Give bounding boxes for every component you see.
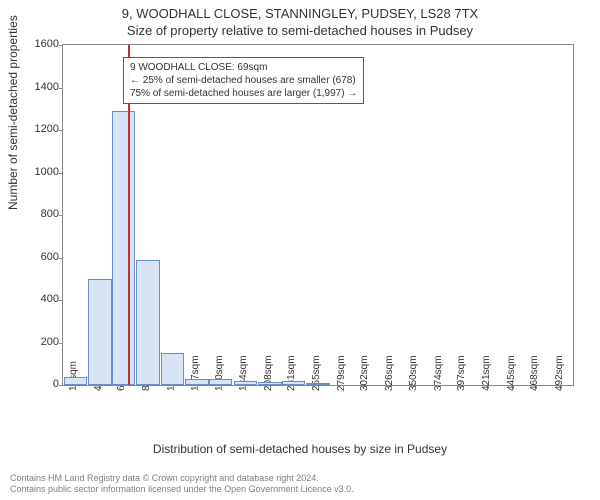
y-tick-mark bbox=[59, 173, 63, 174]
y-tick-label: 200 bbox=[25, 336, 59, 348]
y-tick-label: 1600 bbox=[25, 38, 59, 50]
y-tick-label: 1000 bbox=[25, 166, 59, 178]
footer-attribution: Contains HM Land Registry data © Crown c… bbox=[10, 473, 590, 496]
x-tick-label: 326sqm bbox=[384, 355, 395, 391]
x-tick-mark bbox=[75, 385, 76, 389]
histogram-bar bbox=[282, 381, 306, 385]
x-tick-label: 255sqm bbox=[311, 355, 322, 391]
x-tick-label: 137sqm bbox=[190, 355, 201, 391]
x-tick-mark bbox=[197, 385, 198, 389]
x-tick-label: 184sqm bbox=[238, 355, 249, 391]
x-tick-mark bbox=[173, 385, 174, 389]
y-tick-mark bbox=[59, 88, 63, 89]
x-tick-mark bbox=[318, 385, 319, 389]
chart-title: 9, WOODHALL CLOSE, STANNINGLEY, PUDSEY, … bbox=[0, 0, 600, 21]
histogram-bar bbox=[209, 379, 233, 385]
x-tick-mark bbox=[293, 385, 294, 389]
histogram-bar bbox=[258, 382, 282, 385]
x-axis-label: Distribution of semi-detached houses by … bbox=[0, 442, 600, 456]
x-tick-label: 350sqm bbox=[408, 355, 419, 391]
chart-subtitle: Size of property relative to semi-detach… bbox=[0, 21, 600, 38]
x-tick-label: 208sqm bbox=[263, 355, 274, 391]
x-tick-mark bbox=[148, 385, 149, 389]
x-tick-mark bbox=[221, 385, 222, 389]
x-tick-label: 397sqm bbox=[456, 355, 467, 391]
histogram-bar bbox=[185, 379, 209, 385]
x-tick-label: 421sqm bbox=[481, 355, 492, 391]
x-tick-label: 160sqm bbox=[214, 355, 225, 391]
x-tick-mark bbox=[488, 385, 489, 389]
x-tick-label: 445sqm bbox=[506, 355, 517, 391]
x-tick-mark bbox=[513, 385, 514, 389]
annotation-line: 75% of semi-detached houses are larger (… bbox=[130, 87, 357, 100]
x-tick-mark bbox=[366, 385, 367, 389]
histogram-bar bbox=[64, 377, 88, 386]
y-tick-mark bbox=[59, 300, 63, 301]
annotation-line: 9 WOODHALL CLOSE: 69sqm bbox=[130, 61, 357, 74]
footer-line-1: Contains HM Land Registry data © Crown c… bbox=[10, 473, 590, 485]
x-tick-label: 374sqm bbox=[433, 355, 444, 391]
x-tick-mark bbox=[463, 385, 464, 389]
y-tick-mark bbox=[59, 45, 63, 46]
x-tick-label: 231sqm bbox=[286, 355, 297, 391]
x-tick-mark bbox=[270, 385, 271, 389]
y-tick-label: 1200 bbox=[25, 123, 59, 135]
x-tick-label: 302sqm bbox=[359, 355, 370, 391]
y-tick-mark bbox=[59, 343, 63, 344]
x-tick-mark bbox=[415, 385, 416, 389]
annotation-box: 9 WOODHALL CLOSE: 69sqm← 25% of semi-det… bbox=[123, 57, 364, 104]
x-tick-label: 279sqm bbox=[336, 355, 347, 391]
y-tick-mark bbox=[59, 215, 63, 216]
x-tick-label: 492sqm bbox=[554, 355, 565, 391]
y-tick-label: 600 bbox=[25, 251, 59, 263]
x-tick-mark bbox=[440, 385, 441, 389]
histogram-bar bbox=[136, 260, 160, 385]
y-axis-label: Number of semi-detached properties bbox=[6, 15, 20, 210]
x-tick-mark bbox=[123, 385, 124, 389]
histogram-bar bbox=[306, 383, 330, 385]
y-tick-label: 1400 bbox=[25, 81, 59, 93]
histogram-bar bbox=[161, 353, 185, 385]
y-tick-mark bbox=[59, 130, 63, 131]
histogram-bar bbox=[112, 111, 136, 385]
x-tick-mark bbox=[100, 385, 101, 389]
x-tick-mark bbox=[245, 385, 246, 389]
x-tick-mark bbox=[561, 385, 562, 389]
annotation-line: ← 25% of semi-detached houses are smalle… bbox=[130, 74, 357, 87]
x-tick-mark bbox=[536, 385, 537, 389]
y-tick-label: 800 bbox=[25, 208, 59, 220]
x-tick-mark bbox=[391, 385, 392, 389]
x-tick-mark bbox=[343, 385, 344, 389]
histogram-bar bbox=[88, 279, 112, 385]
histogram-bar bbox=[234, 381, 258, 385]
chart-plot-area: 0200400600800100012001400160018sqm42sqm6… bbox=[62, 44, 574, 386]
footer-line-2: Contains public sector information licen… bbox=[10, 484, 590, 496]
y-tick-mark bbox=[59, 385, 63, 386]
x-tick-label: 468sqm bbox=[529, 355, 540, 391]
y-tick-label: 0 bbox=[25, 378, 59, 390]
y-tick-mark bbox=[59, 258, 63, 259]
y-tick-label: 400 bbox=[25, 293, 59, 305]
